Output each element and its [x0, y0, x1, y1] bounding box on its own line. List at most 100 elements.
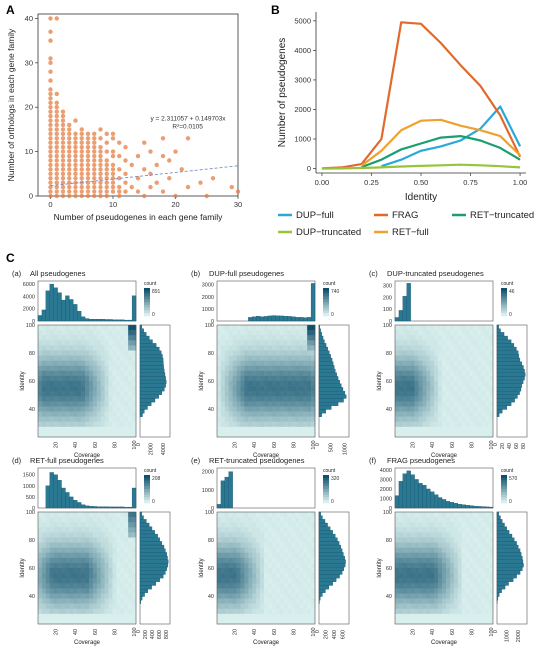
- heatmap-cell: [73, 573, 78, 579]
- heatmap-cell: [438, 598, 443, 604]
- heatmap-cell: [252, 598, 257, 604]
- heatmap-cell: [232, 618, 237, 625]
- heatmap-cell: [438, 340, 443, 346]
- heatmap-cell: [430, 345, 435, 351]
- heatmap-cell: [287, 391, 292, 397]
- heatmap-cell: [38, 608, 43, 615]
- heatmap-x-tick-label: 80: [291, 629, 297, 635]
- top-hist-bar: [453, 503, 458, 509]
- heatmap-cell: [299, 608, 304, 615]
- heatmap-cell: [485, 391, 490, 397]
- heatmap-cell: [410, 401, 415, 407]
- heatmap-cell: [41, 593, 47, 599]
- heatmap-cell: [252, 345, 257, 351]
- heatmap-cell: [395, 618, 400, 625]
- heatmap-cell: [240, 431, 245, 438]
- heatmap-cell: [295, 608, 300, 615]
- heatmap-cell: [414, 562, 419, 569]
- heatmap-cell: [77, 562, 82, 569]
- heatmap-cell: [256, 557, 261, 564]
- heatmap-cell: [61, 512, 66, 518]
- heatmap-cell: [283, 391, 288, 397]
- heatmap-cell: [256, 386, 261, 392]
- heatmap-cell: [41, 386, 47, 392]
- heatmap-cell: [287, 386, 292, 392]
- heatmap-cell: [65, 552, 70, 559]
- heatmap-cell: [291, 573, 296, 579]
- heatmap-cell: [406, 522, 411, 528]
- heatmap-cell: [220, 335, 226, 341]
- heatmap-cell: [65, 401, 70, 407]
- heatmap-cell: [88, 426, 94, 433]
- heatmap-cell: [81, 330, 86, 336]
- heatmap-cell: [248, 416, 253, 423]
- heatmap-cell: [61, 557, 66, 564]
- heatmap-cell: [438, 411, 443, 417]
- heatmap-cell: [291, 598, 296, 604]
- heatmap-cell: [406, 406, 411, 412]
- heatmap-cell: [422, 583, 427, 589]
- heatmap-cell: [248, 386, 253, 392]
- heatmap-cell: [430, 517, 435, 523]
- heatmap-cell: [252, 512, 257, 518]
- heatmap-cell: [240, 532, 245, 538]
- heatmap-cell: [81, 573, 86, 579]
- heatmap-cell: [445, 603, 451, 610]
- right-hist-tick-label: 400: [150, 630, 156, 639]
- heatmap-cell: [45, 355, 51, 361]
- heatmap-cell: [240, 375, 245, 382]
- heatmap-cell: [453, 416, 459, 423]
- heatmap-cell: [434, 345, 439, 351]
- heatmap-cell: [236, 603, 241, 610]
- heatmap-cell: [112, 416, 117, 423]
- heatmap-cell: [410, 522, 415, 528]
- heatmap-cell: [406, 562, 411, 569]
- top-hist-bar: [84, 318, 90, 322]
- heatmap-cell: [395, 568, 400, 574]
- heatmap-cell: [77, 421, 82, 428]
- heatmap-cell: [426, 360, 431, 367]
- heatmap-cell: [453, 557, 459, 564]
- heatmap-cell: [236, 406, 241, 412]
- heatmap-cell: [449, 391, 455, 397]
- heatmap-cell: [271, 396, 277, 402]
- top-hist-bar: [295, 317, 300, 322]
- heatmap-cell: [73, 598, 78, 604]
- scatter-point: [92, 149, 97, 154]
- count-legend-title: count: [501, 281, 514, 287]
- heatmap-cell: [489, 527, 494, 533]
- scatter-point: [60, 149, 66, 154]
- heatmap-cell: [295, 618, 300, 625]
- count-legend-title: count: [501, 468, 514, 474]
- heatmap-cell: [77, 426, 82, 433]
- heatmap-cell: [410, 416, 415, 423]
- heatmap-cell: [104, 522, 109, 528]
- series-line: [321, 21, 522, 170]
- heatmap-cell: [85, 345, 90, 351]
- heatmap-cell: [45, 562, 51, 569]
- heatmap-cell: [232, 386, 237, 392]
- heatmap-cell: [461, 542, 466, 548]
- heatmap-cell: [461, 583, 466, 589]
- heatmap-cell: [283, 365, 288, 372]
- heatmap-cell: [465, 517, 470, 523]
- right-hist-bar: [139, 365, 164, 370]
- heatmap-cell: [69, 350, 74, 356]
- heatmap-cell: [256, 583, 261, 589]
- heatmap-cell: [402, 593, 408, 599]
- heatmap-cell: [442, 386, 447, 392]
- heatmap-cell: [395, 406, 400, 412]
- heatmap-cell: [120, 512, 125, 518]
- series-line: [360, 118, 521, 167]
- heatmap-cell: [77, 340, 82, 346]
- heatmap-cell: [395, 396, 400, 402]
- heatmap-cell: [256, 365, 261, 372]
- heatmap-cell: [244, 350, 249, 356]
- scatter-point: [54, 127, 59, 132]
- right-hist-bar: [139, 563, 169, 568]
- heatmap-cell: [295, 406, 300, 412]
- heatmap-cell: [434, 355, 439, 361]
- heatmap-cell: [395, 330, 400, 336]
- heatmap-cell: [430, 552, 435, 559]
